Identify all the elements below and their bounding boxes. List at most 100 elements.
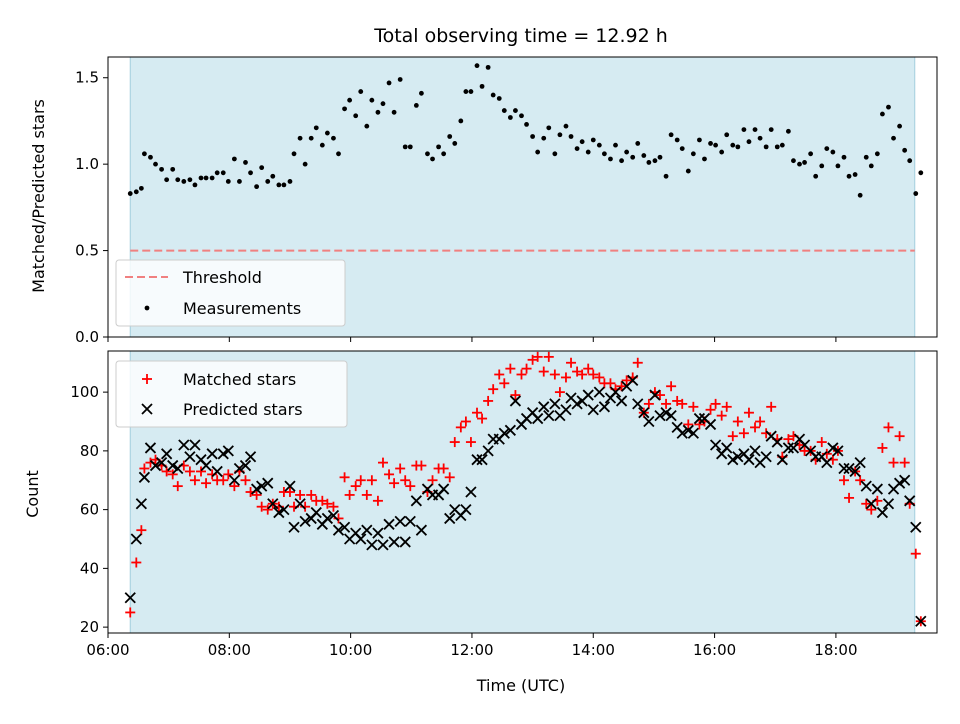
predicted-stars-point <box>239 459 252 472</box>
top-legend-box <box>115 259 346 327</box>
matched-stars-point <box>538 366 549 377</box>
predicted-stars-point <box>676 427 688 439</box>
matched-stars-point <box>172 481 183 492</box>
measurement-point <box>891 135 896 141</box>
predicted-stars-point <box>299 515 311 528</box>
measurement-point <box>752 127 758 132</box>
measurement-point <box>813 173 819 179</box>
predicted-stars-point <box>438 483 450 495</box>
top-chart-title: Total observing time = 12.92 h <box>373 25 668 47</box>
matched-stars-point <box>866 504 877 515</box>
predicted-stars-point <box>138 471 151 483</box>
measurement-point <box>490 92 496 98</box>
matched-stars-point <box>395 463 406 474</box>
measurement-point <box>552 151 558 157</box>
matched-stars-point <box>661 398 672 409</box>
predicted-stars-point <box>211 465 223 478</box>
predicted-stars-point <box>721 442 733 454</box>
matched-stars-point <box>201 478 212 489</box>
measurement-point <box>635 141 641 146</box>
measurement-point <box>746 139 752 145</box>
predicted-stars-point <box>838 462 850 475</box>
matched-stars-point <box>705 404 716 415</box>
measurement-point <box>225 179 231 184</box>
threshold-legend-label: Threshold <box>182 268 262 287</box>
bottom-y-tick-label: 60 <box>80 501 99 519</box>
predicted-stars-point <box>593 386 605 398</box>
bottom-panel: 20 40 60 80 100 06:00 08:00 10:00 12:00 14:00 16:0… <box>70 350 938 659</box>
measurement-point <box>324 130 330 136</box>
measurement-point <box>220 170 226 176</box>
predicted-stars-point <box>476 454 488 466</box>
measurement-point <box>785 128 791 134</box>
measurement-point <box>657 154 663 160</box>
matched-stars-point <box>605 378 616 389</box>
measurement-point <box>237 179 242 184</box>
matched-stars-point <box>306 489 317 500</box>
measurement-point <box>835 163 841 169</box>
predicted-stars-point <box>899 474 911 486</box>
measurement-point <box>336 151 341 157</box>
matched-stars-point <box>400 475 411 486</box>
matched-stars-point <box>167 469 178 480</box>
matched-stars-point <box>161 466 172 477</box>
predicted-stars-point <box>509 395 522 407</box>
matched-stars-point <box>465 437 476 448</box>
measurement-point <box>203 175 209 181</box>
matched-stars-point <box>672 395 683 406</box>
predicted-stars-point <box>609 386 622 398</box>
predicted-stars-point <box>832 445 844 457</box>
predicted-stars-point <box>206 448 218 460</box>
predicted-stars-point <box>172 462 184 475</box>
matched-stars-point <box>572 366 583 377</box>
predicted-stars-point <box>383 518 395 530</box>
matched-stars-point <box>427 475 438 486</box>
predicted-stars-point <box>482 445 494 457</box>
measurement-point <box>402 144 408 150</box>
matched-stars-point <box>477 413 488 424</box>
matched-stars-point <box>361 489 372 500</box>
predicted-stars-point <box>582 389 594 401</box>
measurement-point <box>248 170 253 176</box>
predicted-stars-point <box>821 456 833 469</box>
matched-stars-point <box>131 557 142 568</box>
measurement-point <box>590 137 596 143</box>
measurement-point <box>425 151 430 157</box>
measurement-point <box>319 142 325 148</box>
matched-stars-point <box>499 378 510 389</box>
predicted-stars-point <box>338 521 351 533</box>
measurement-point <box>342 106 347 112</box>
predicted-stars-point <box>178 439 190 451</box>
matched-stars-point <box>910 548 921 559</box>
predicted-stars-point <box>388 536 400 548</box>
measurement-point <box>479 83 485 89</box>
predicted-stars-point <box>871 483 883 495</box>
matched-stars-point <box>721 401 732 412</box>
predicted-stars-point <box>649 389 661 401</box>
measurement-point <box>198 175 204 181</box>
measurement-point <box>358 89 364 94</box>
matched-stars-point <box>256 501 267 512</box>
measurement-point <box>270 173 276 179</box>
matched-stars-point <box>566 357 577 368</box>
measurement-point <box>757 135 763 141</box>
matched-stars-point <box>505 363 516 374</box>
measurement-point <box>265 179 271 184</box>
measurement-point <box>613 142 618 148</box>
predicted-stars-point <box>627 374 639 387</box>
bottom-plot-frame <box>107 350 938 634</box>
measurement-point <box>468 89 474 94</box>
predicted-stars-point <box>632 398 644 410</box>
predicted-stars-point <box>615 395 628 407</box>
measurement-point <box>254 184 260 190</box>
predicted-stars-point <box>404 515 416 528</box>
measurement-point <box>674 137 680 143</box>
measurement-point <box>857 192 863 198</box>
matched-stars-point <box>372 495 383 506</box>
matched-stars-point <box>262 504 273 515</box>
measurement-point <box>175 177 181 183</box>
predicted-stars-point <box>228 474 241 486</box>
measurement-point <box>524 122 529 127</box>
matched-stars-point <box>416 460 427 471</box>
